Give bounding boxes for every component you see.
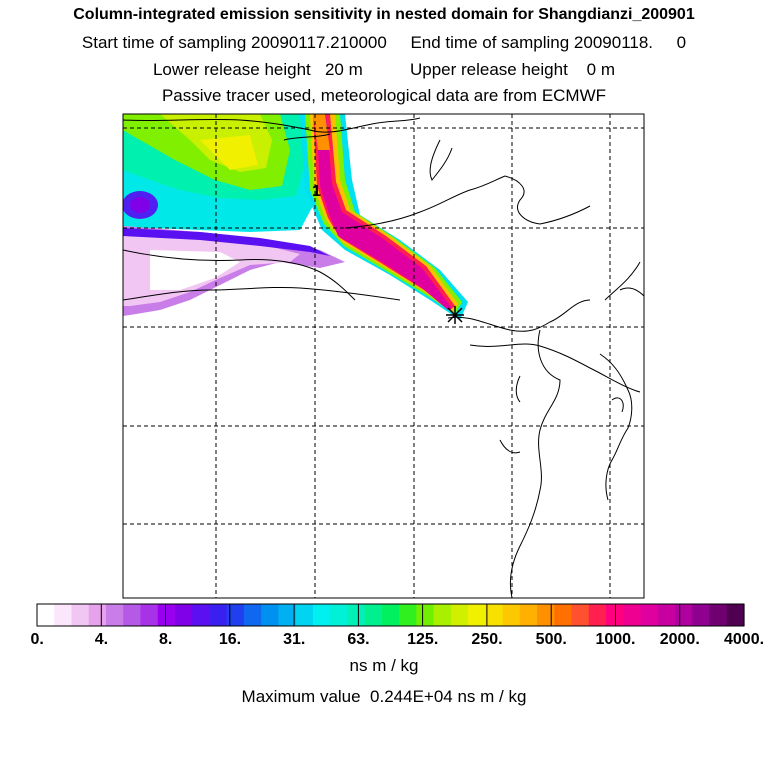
tracer-info-line: Passive tracer used, meteorological data… <box>161 86 607 105</box>
graticule <box>123 114 644 598</box>
colorbar-unit-label: ns m / kg <box>349 656 419 675</box>
maximum-value-label: Maximum value 0.244E+04 ns m / kg <box>241 687 527 706</box>
colorbar-tick-label: 2000. <box>659 631 700 648</box>
colorbar-tick-label: 63. <box>347 631 370 648</box>
emission-sensitivity-map: 1 <box>122 113 645 599</box>
colorbar-tick-label: 125. <box>407 631 439 648</box>
coastlines <box>123 117 644 598</box>
sensitivity-field <box>123 114 468 320</box>
contour-label: 1 <box>312 183 321 200</box>
colorbar-tick-label: 16. <box>218 631 242 648</box>
release-height-line: Lower release height 20 m Upper release … <box>152 60 616 79</box>
map-frame <box>122 113 645 599</box>
sampling-time-line: Start time of sampling 20090117.210000 E… <box>81 33 687 52</box>
colorbar-tick-label: 500. <box>535 631 567 648</box>
colorbar-tick-label: 250. <box>471 631 503 648</box>
colorbar-tick-label: 31. <box>283 631 306 648</box>
colorbar-tick-label: 4000. <box>724 631 765 648</box>
plot-title: Column-integrated emission sensitivity i… <box>73 6 695 23</box>
colorbar-tick-label: 4. <box>94 631 109 648</box>
colorbar-tick-label: 0. <box>30 631 44 648</box>
asterisk-icon <box>446 306 464 324</box>
colorbar-tick-label: 1000. <box>595 631 636 648</box>
colorbar-tick-label: 8. <box>159 631 173 648</box>
